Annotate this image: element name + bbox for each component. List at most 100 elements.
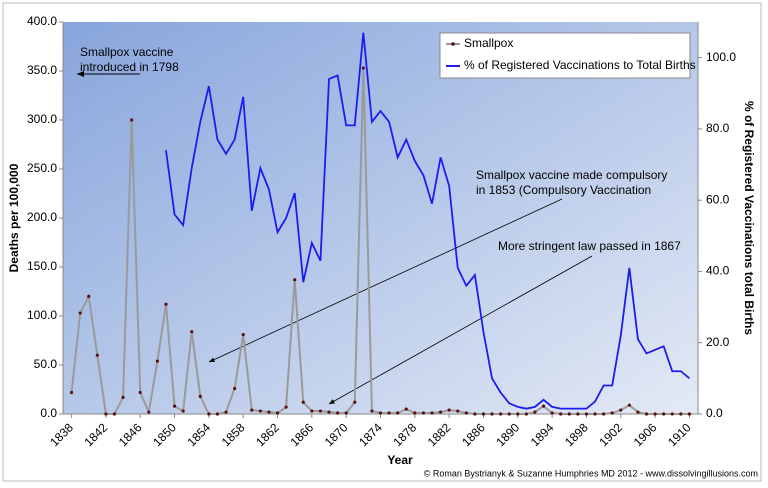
series-line bbox=[165, 32, 690, 410]
y2-tick-label: 40.0 bbox=[706, 264, 730, 278]
point bbox=[87, 294, 91, 298]
point bbox=[275, 411, 280, 415]
point bbox=[679, 412, 683, 416]
y-tick-label: 0.0 bbox=[40, 406, 57, 420]
point bbox=[387, 411, 391, 415]
y2-tick-label: 60.0 bbox=[706, 192, 730, 206]
annotation: introduced in 1798 bbox=[80, 60, 179, 74]
point bbox=[653, 412, 657, 416]
point bbox=[310, 409, 314, 413]
y2-axis-title: % of Registered Vaccinations total Birth… bbox=[742, 101, 756, 335]
point bbox=[644, 412, 649, 416]
point bbox=[413, 411, 417, 415]
point bbox=[662, 412, 666, 416]
point bbox=[155, 359, 159, 363]
point bbox=[456, 409, 460, 413]
point bbox=[181, 409, 185, 413]
point bbox=[172, 404, 177, 408]
point bbox=[361, 66, 365, 70]
point bbox=[533, 410, 537, 414]
point bbox=[215, 412, 220, 416]
y2-tick-label: 20.0 bbox=[706, 335, 730, 349]
annotation: Smallpox vaccine bbox=[80, 45, 174, 59]
y-axis-title: Deaths per 100,000 bbox=[7, 163, 21, 272]
y-tick-label: 350.0 bbox=[27, 63, 57, 77]
annotation: Smallpox vaccine made compulsory bbox=[476, 168, 667, 182]
point bbox=[584, 412, 589, 416]
arrow bbox=[328, 255, 593, 405]
y-tick-label: 200.0 bbox=[27, 210, 57, 224]
point bbox=[473, 412, 477, 416]
point bbox=[687, 412, 692, 416]
point bbox=[602, 412, 606, 416]
point bbox=[421, 411, 426, 415]
point bbox=[550, 411, 554, 415]
point bbox=[121, 395, 125, 399]
y-tick-label: 150.0 bbox=[27, 259, 57, 273]
point bbox=[378, 411, 383, 415]
annotation: in 1853 (Compulsory Vaccination bbox=[476, 183, 651, 197]
legend-label: % of Registered Vaccinations to Total Bi… bbox=[464, 58, 696, 72]
credit: © Roman Bystrianyk & Suzanne Humphries M… bbox=[424, 468, 758, 478]
point bbox=[207, 412, 211, 416]
y2-tick-label: 0.0 bbox=[706, 406, 723, 420]
point bbox=[524, 412, 528, 416]
y2-tick-label: 100.0 bbox=[706, 50, 736, 64]
point bbox=[147, 410, 151, 414]
point bbox=[78, 311, 82, 315]
y-tick-label: 250.0 bbox=[27, 161, 57, 175]
y-tick-label: 400.0 bbox=[27, 14, 57, 28]
point bbox=[267, 410, 271, 414]
point bbox=[481, 412, 486, 416]
point bbox=[112, 412, 117, 416]
point bbox=[318, 409, 323, 413]
point bbox=[404, 407, 408, 411]
point bbox=[138, 390, 142, 395]
point bbox=[104, 412, 108, 416]
point bbox=[69, 390, 74, 395]
arrow bbox=[208, 198, 563, 363]
point bbox=[224, 410, 228, 414]
point bbox=[567, 412, 571, 416]
x-axis-title: Year bbox=[387, 453, 413, 467]
point bbox=[335, 411, 340, 415]
point bbox=[576, 412, 580, 416]
point bbox=[507, 412, 511, 416]
point bbox=[430, 411, 434, 415]
legend-label: Smallpox bbox=[464, 36, 513, 50]
point bbox=[293, 278, 297, 282]
point bbox=[190, 330, 194, 334]
annotation: More stringent law passed in 1867 bbox=[498, 239, 681, 253]
point bbox=[499, 412, 503, 416]
point bbox=[447, 408, 451, 412]
point bbox=[164, 302, 168, 306]
y-tick-label: 100.0 bbox=[27, 308, 57, 322]
point bbox=[353, 400, 357, 404]
point bbox=[95, 353, 99, 357]
point bbox=[610, 411, 614, 415]
point bbox=[438, 410, 443, 414]
point bbox=[516, 412, 520, 416]
point bbox=[559, 412, 563, 416]
point bbox=[593, 412, 597, 416]
point bbox=[370, 409, 374, 413]
point bbox=[301, 400, 305, 404]
legend-marker bbox=[451, 42, 455, 46]
point bbox=[241, 333, 245, 337]
point bbox=[258, 409, 262, 413]
point bbox=[490, 412, 494, 416]
point bbox=[130, 118, 134, 122]
point bbox=[198, 394, 202, 398]
point bbox=[541, 404, 546, 408]
legend-box bbox=[439, 32, 691, 79]
point bbox=[327, 410, 331, 414]
point bbox=[464, 411, 468, 415]
y-tick-label: 300.0 bbox=[27, 112, 57, 126]
point bbox=[396, 411, 400, 415]
y2-tick-label: 80.0 bbox=[706, 121, 730, 135]
point bbox=[636, 410, 640, 414]
point bbox=[233, 386, 237, 391]
point bbox=[284, 405, 288, 409]
point bbox=[250, 408, 254, 412]
